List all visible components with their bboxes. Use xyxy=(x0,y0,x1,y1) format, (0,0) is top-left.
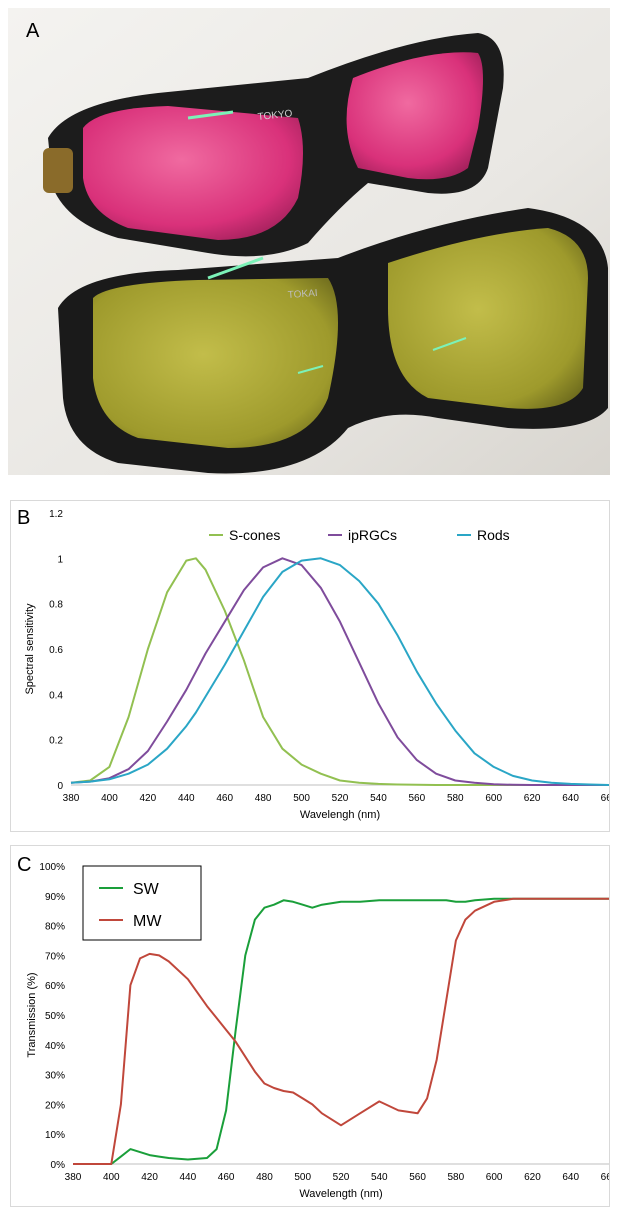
legend-label: SW xyxy=(133,881,160,898)
x-axis-label: Wavelength (nm) xyxy=(299,1188,382,1200)
x-tick-label: 620 xyxy=(524,1172,541,1183)
x-tick-label: 580 xyxy=(447,793,464,804)
x-tick-label: 600 xyxy=(485,793,502,804)
photo-panel: TOKYO TOKAI A xyxy=(8,8,610,475)
top-glasses-brand: TOKYO xyxy=(257,108,293,123)
panel-letter-c: C xyxy=(17,854,32,876)
x-tick-label: 400 xyxy=(101,793,118,804)
x-tick-label: 500 xyxy=(294,1172,311,1183)
x-tick-label: 420 xyxy=(140,793,157,804)
y-tick-label: 0.4 xyxy=(49,690,63,701)
x-tick-label: 640 xyxy=(562,793,579,804)
y-tick-label: 1 xyxy=(57,554,63,565)
x-tick-label: 540 xyxy=(370,793,387,804)
x-tick-label: 460 xyxy=(218,1172,235,1183)
y-tick-label: 0 xyxy=(57,781,63,792)
legend-label: MW xyxy=(133,913,162,930)
y-tick-label: 0% xyxy=(51,1160,66,1171)
x-tick-label: 660 xyxy=(601,1172,609,1183)
y-tick-label: 1.2 xyxy=(49,509,63,520)
spectral-sensitivity-chart: 0 0.2 0.4 0.6 0.8 1 1.2 380 400 420 440 460 480 500 52… xyxy=(24,509,618,821)
series-line-s-cones xyxy=(70,557,609,786)
panel-letter-a: A xyxy=(26,20,40,42)
x-tick-label: 520 xyxy=(332,793,349,804)
y-tick-label: 50% xyxy=(45,1011,65,1022)
x-tick-label: 480 xyxy=(255,793,272,804)
x-tick-label: 640 xyxy=(562,1172,579,1183)
y-tick-label: 40% xyxy=(45,1041,65,1052)
y-tick-label: 100% xyxy=(39,862,65,873)
y-tick-label: 70% xyxy=(45,951,65,962)
x-tick-label: 480 xyxy=(256,1172,273,1183)
x-tick-label: 520 xyxy=(333,1172,350,1183)
series-line-mw xyxy=(73,897,609,1165)
yellow-glasses: TOKAI xyxy=(58,208,608,474)
series-line-rods xyxy=(70,557,610,786)
legend-label: ipRGCs xyxy=(348,527,397,543)
spectral-sensitivity-chart-panel: B 0 0.2 0.4 0.6 0.8 1 1.2 380 400 420 440 460 480 500… xyxy=(10,500,618,832)
y-tick-label: 60% xyxy=(45,981,65,992)
y-axis-label: Spectral sensitivity xyxy=(24,603,36,695)
legend-box xyxy=(82,865,202,941)
y-tick-label: 80% xyxy=(45,922,65,933)
x-axis-label: Wavelengh (nm) xyxy=(300,809,380,821)
x-tick-label: 560 xyxy=(409,793,426,804)
y-tick-label: 20% xyxy=(45,1100,65,1111)
x-tick-label: 440 xyxy=(178,793,195,804)
transmission-chart-panel: C 0% 10% 20% 30% 40% 50% 60% 70% 80% 90% 100% 380 40… xyxy=(10,845,618,1207)
glasses-photo: TOKYO TOKAI xyxy=(8,8,610,475)
bottom-glasses-brand: TOKAI xyxy=(287,288,318,301)
transmission-chart: 0% 10% 20% 30% 40% 50% 60% 70% 80% 90% 100% 380 400 4… xyxy=(26,862,618,1200)
x-tick-label: 600 xyxy=(486,1172,503,1183)
x-tick-label: 400 xyxy=(103,1172,120,1183)
series-line-iprgcs xyxy=(70,557,609,786)
y-axis-label: Transmission (%) xyxy=(26,972,38,1057)
y-tick-label: 0.8 xyxy=(49,600,63,611)
panel-letter-b: B xyxy=(17,507,31,529)
y-tick-label: 10% xyxy=(45,1130,65,1141)
x-tick-label: 380 xyxy=(65,1172,82,1183)
y-tick-label: 90% xyxy=(45,892,65,903)
x-tick-label: 420 xyxy=(141,1172,158,1183)
legend-label: S-cones xyxy=(229,527,280,543)
magenta-glasses: TOKYO xyxy=(43,33,504,257)
series-line-sw xyxy=(73,897,609,1165)
y-tick-label: 30% xyxy=(45,1071,65,1082)
x-tick-label: 540 xyxy=(371,1172,388,1183)
x-tick-label: 580 xyxy=(448,1172,465,1183)
x-tick-label: 560 xyxy=(409,1172,426,1183)
x-tick-label: 620 xyxy=(524,793,541,804)
legend-label: Rods xyxy=(477,527,510,543)
y-tick-label: 0.6 xyxy=(49,645,63,656)
x-tick-label: 660 xyxy=(601,793,609,804)
x-tick-label: 460 xyxy=(216,793,233,804)
x-tick-label: 380 xyxy=(63,793,80,804)
x-tick-label: 440 xyxy=(180,1172,197,1183)
y-tick-label: 0.2 xyxy=(49,736,63,747)
x-tick-label: 500 xyxy=(293,793,310,804)
